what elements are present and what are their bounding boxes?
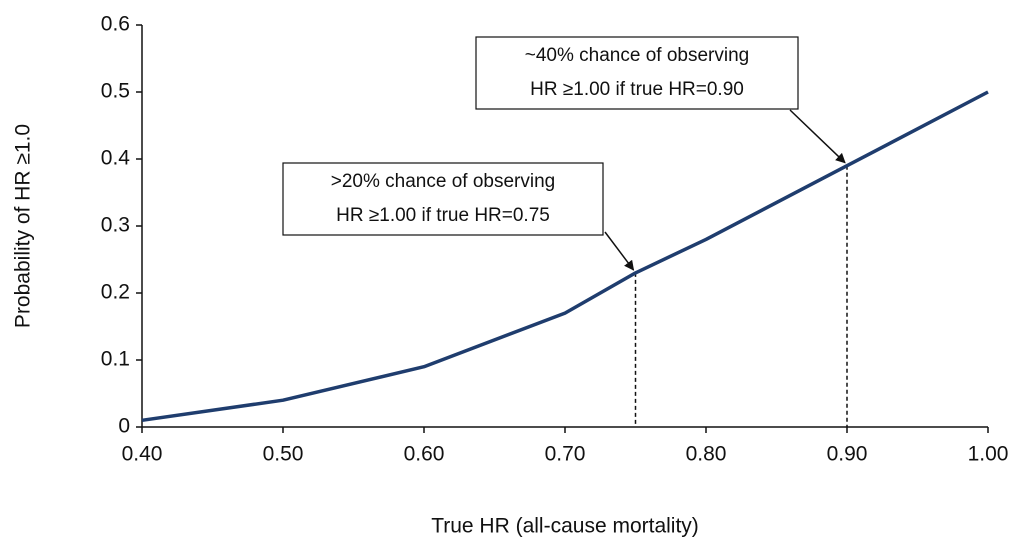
y-tick-label: 0.5 xyxy=(101,80,130,103)
y-tick-label: 0.6 xyxy=(101,13,130,36)
data-line xyxy=(141,90,989,423)
annotation-text: >20% chance of observing xyxy=(331,171,555,192)
x-tick-label: 0.60 xyxy=(404,443,445,466)
y-tick-label: 0.3 xyxy=(101,214,130,237)
x-axis-label: True HR (all-cause mortality) xyxy=(431,515,699,538)
y-tick-label: 0.1 xyxy=(101,348,130,371)
y-tick-label: 0.2 xyxy=(101,281,130,304)
x-tick-label: 0.80 xyxy=(686,443,727,466)
annotation-arrow xyxy=(789,109,846,164)
annotation-box xyxy=(475,36,799,110)
y-tick-label: 0.4 xyxy=(101,147,131,170)
y-tick-label: 0 xyxy=(118,415,130,438)
annotation-text: ~40% chance of observing xyxy=(525,45,749,66)
annotation-box xyxy=(282,162,604,236)
x-tick-label: 0.90 xyxy=(827,443,868,466)
annotation-text: HR ≥1.00 if true HR=0.75 xyxy=(336,205,550,226)
x-tick-label: 0.50 xyxy=(263,443,304,466)
x-tick-label: 0.70 xyxy=(545,443,586,466)
annotation-arrow xyxy=(604,231,635,271)
annotation-text: HR ≥1.00 if true HR=0.90 xyxy=(530,79,744,100)
x-tick-label: 0.40 xyxy=(122,443,163,466)
y-axis-label: Probability of HR ≥1.0 xyxy=(12,124,35,328)
x-tick-label: 1.00 xyxy=(968,443,1009,466)
